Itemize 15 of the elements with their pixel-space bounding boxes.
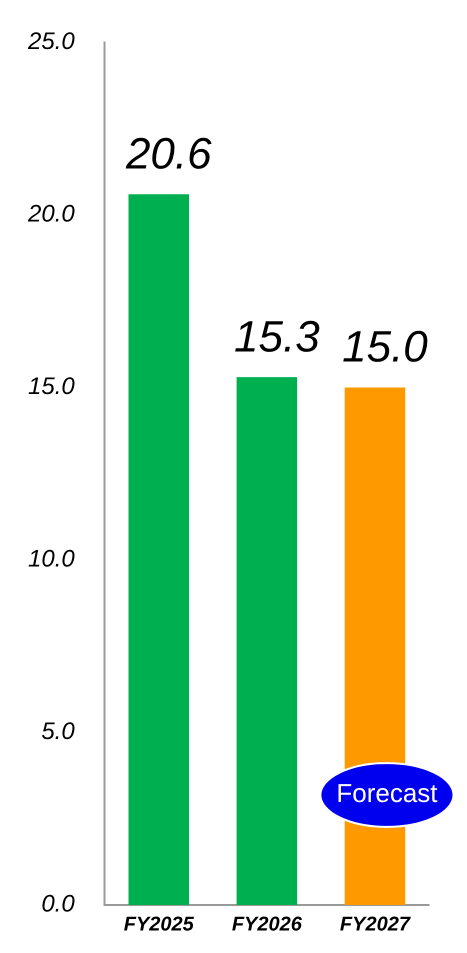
x-tick-label: FY2025 [124,914,195,936]
y-tick-label: 10.0 [28,546,76,573]
x-tick-label: FY2027 [340,914,411,936]
data-label: 15.3 [234,312,320,362]
data-label: 15.0 [342,322,428,372]
y-tick-label: 25.0 [26,28,76,56]
y-tick-label: 20.0 [26,200,76,228]
x-tick-label: FY2026 [232,914,303,936]
y-tick-label: 5.0 [41,718,76,746]
bar [236,377,298,905]
y-tick-label: 0.0 [41,890,76,918]
bar [128,194,190,905]
data-label: 20.6 [124,129,212,178]
annotation: Forecast [336,778,438,808]
y-tick-label: 15.0 [28,373,76,400]
